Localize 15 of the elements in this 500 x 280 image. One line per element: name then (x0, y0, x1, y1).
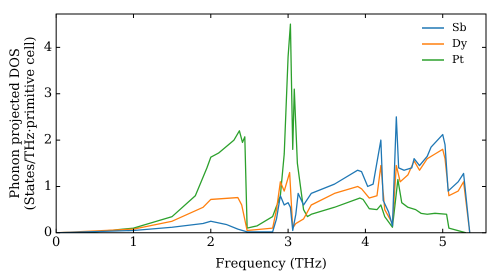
x-tick-label: 3 (284, 234, 292, 250)
x-tick-label: 5 (438, 234, 447, 250)
x-tick-label: 4 (361, 234, 370, 250)
legend-label: Dy (452, 36, 468, 50)
legend-label: Pt (452, 52, 464, 66)
y-tick-label: 1 (44, 178, 52, 194)
x-axis-title: Frequency (THz) (215, 256, 327, 272)
y-tick-label: 4 (44, 40, 52, 55)
y-axis-title: Phonon projected DOS (States/THz·primitive cell) (8, 36, 38, 210)
y-tick-label: 2 (44, 132, 52, 148)
x-tick-label: 1 (129, 234, 138, 250)
legend-label: Sb (452, 20, 467, 34)
x-tick-label: 2 (206, 234, 215, 250)
y-tick-label: 0 (44, 225, 52, 240)
y-tick-label: 3 (44, 86, 52, 102)
